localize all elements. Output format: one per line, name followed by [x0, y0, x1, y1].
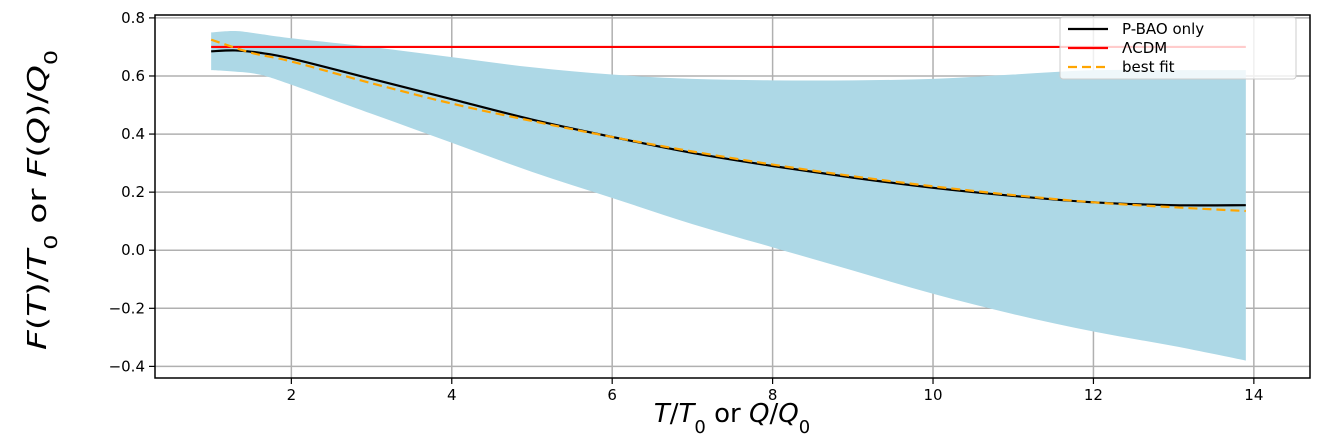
y-axis-title: F(T)/T0 or F(Q)/Q0 — [23, 50, 62, 350]
y-tick-label: 0.6 — [121, 67, 145, 85]
y-tick-label: 0.2 — [121, 183, 145, 201]
y-tick-label: 0.4 — [121, 125, 145, 143]
y-tick-label: −0.4 — [109, 357, 145, 375]
x-tick-label: 8 — [768, 386, 778, 404]
y-tick-label: 0.0 — [121, 241, 145, 259]
x-tick-label: 10 — [923, 386, 942, 404]
x-tick-label: 12 — [1084, 386, 1103, 404]
x-tick-label: 6 — [607, 386, 617, 404]
confidence-band — [211, 30, 1246, 361]
x-axis-title: T/T0 or Q/Q0 — [654, 399, 810, 436]
plot-frame — [154, 14, 1311, 379]
series-line-2 — [210, 38, 1246, 213]
legend-label-1: ΛCDM — [1122, 39, 1167, 57]
x-tick-label: 4 — [447, 386, 457, 404]
y-tick-label: 0.8 — [121, 9, 145, 27]
legend-label-2: best fit — [1122, 58, 1175, 76]
x-tick-label: 2 — [287, 386, 297, 404]
x-tick-label: 14 — [1244, 386, 1263, 404]
confidence-band-area — [211, 30, 1246, 361]
series-line-0 — [211, 49, 1246, 207]
legend-box — [1059, 16, 1297, 80]
y-tick-label: −0.2 — [109, 299, 145, 317]
ticks: 2 4 6 8 10 12 14 −0.4 −0.2 0.0 0.2 0.4 0.6 0.8 — [109, 9, 1264, 404]
legend-label-0: P-BAO only — [1122, 20, 1204, 38]
